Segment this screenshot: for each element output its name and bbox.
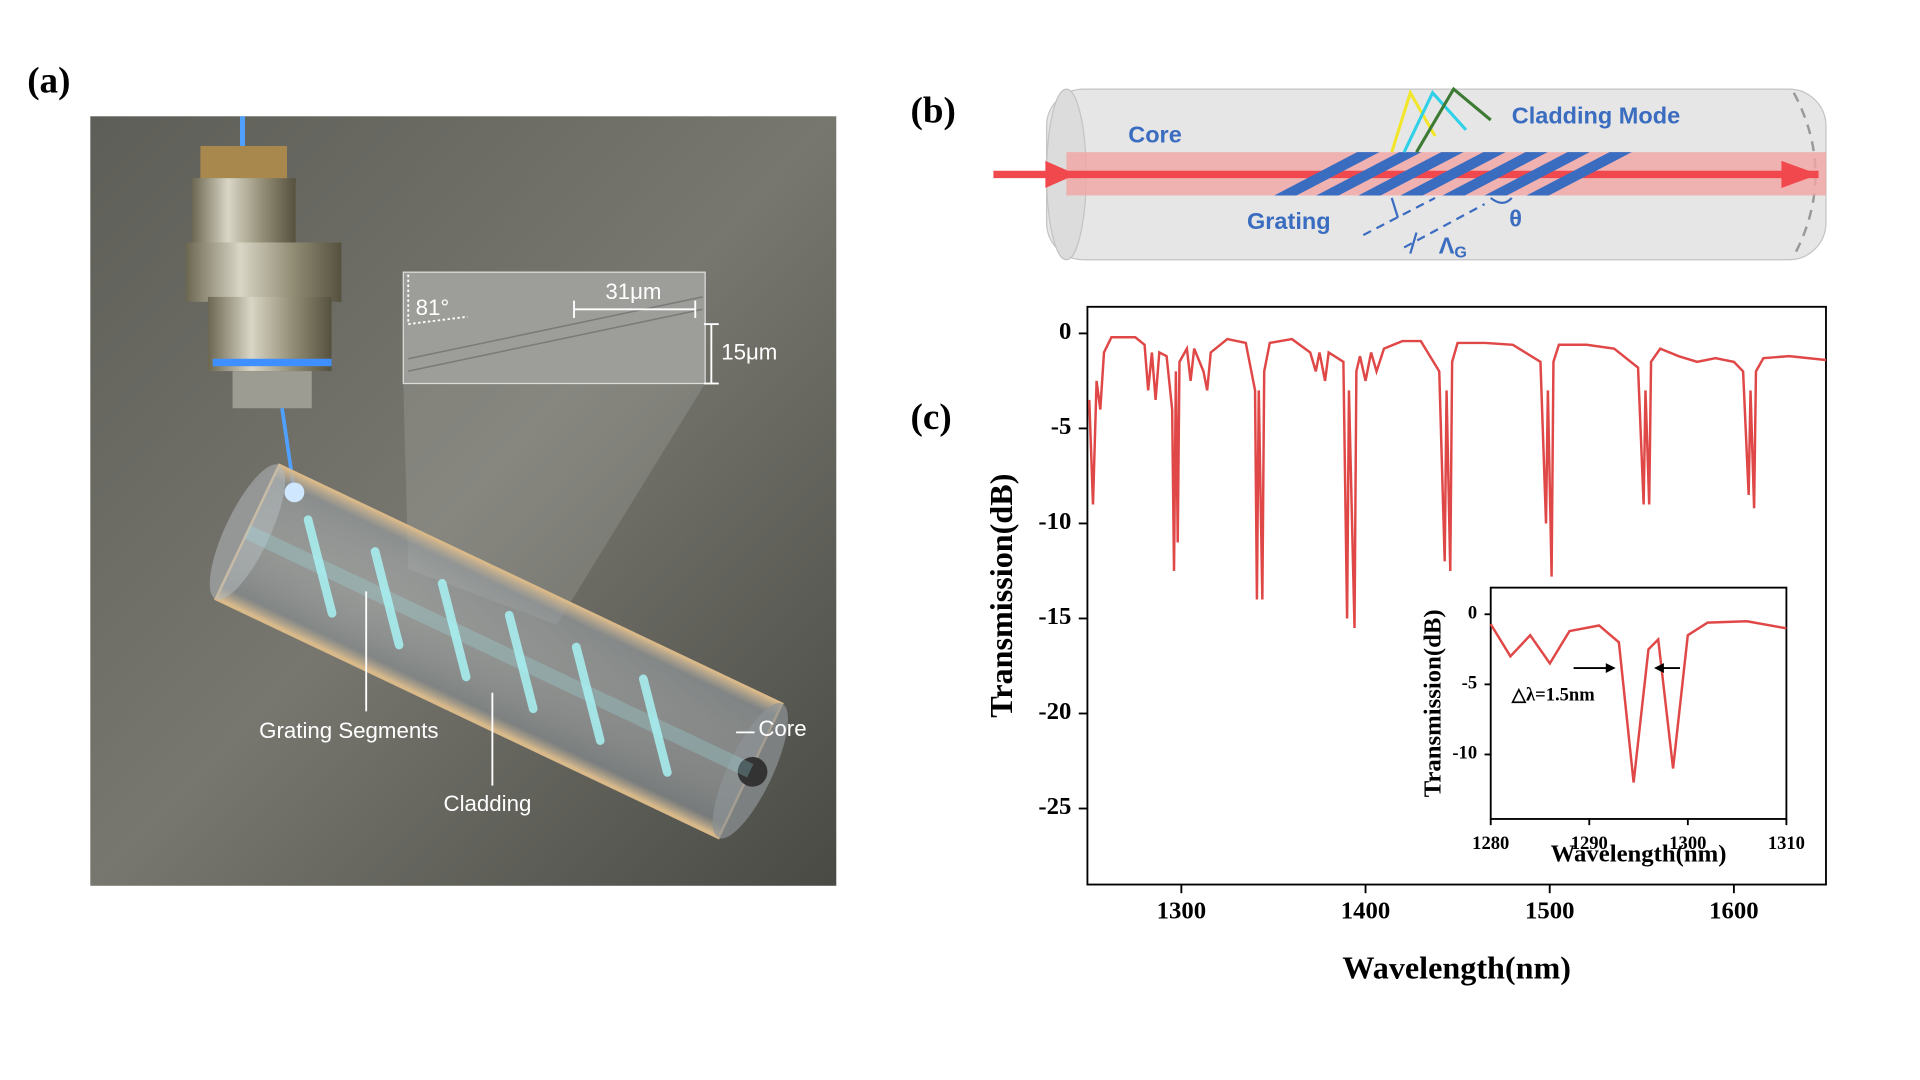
x-axis-label: Wavelength(nm) (1551, 841, 1727, 868)
y-tick-label: -10 (1452, 743, 1477, 764)
spectrum-line (1489, 620, 1787, 783)
y-tick-label: -20 (1038, 698, 1071, 725)
y-tick-label: -10 (1038, 508, 1071, 535)
y-axis-label: Transmission(dB) (1420, 609, 1447, 797)
annotation: 81° (416, 295, 450, 320)
panel-label: (c) (911, 397, 952, 438)
annotation: Core (758, 716, 806, 741)
x-axis-label: Wavelength(nm) (1342, 950, 1571, 986)
annotation: Grating Segments (259, 718, 438, 743)
x-tick-label: 1600 (1709, 898, 1758, 925)
x-tick-label: 1400 (1341, 898, 1390, 925)
x-tick-label: 1300 (1157, 898, 1206, 925)
y-axis-label: Transmission(dB) (983, 474, 1019, 718)
y-tick-label: -25 (1038, 793, 1071, 820)
panel-label: (a) (27, 61, 70, 102)
annotation: △λ=1.5nm (1511, 685, 1595, 706)
label: θ (1509, 205, 1522, 231)
label: ΛG (1439, 233, 1467, 262)
plot-area (1489, 586, 1788, 820)
panel-a-render (90, 116, 837, 886)
x-tick-label: 1280 (1472, 833, 1509, 854)
symbol: Λ (1439, 233, 1455, 259)
y-tick-label: -5 (1462, 673, 1477, 694)
annotation: 31μm (605, 279, 661, 304)
x-tick-label: 1310 (1768, 833, 1805, 854)
spectrum-line (1088, 336, 1827, 628)
annotation: Cladding (444, 791, 532, 816)
marker-arrow (1654, 663, 1664, 673)
y-tick-label: 0 (1468, 603, 1477, 624)
panel-label: (b) (911, 90, 956, 131)
label: Cladding Mode (1512, 103, 1680, 129)
x-tick-label: 1500 (1525, 898, 1574, 925)
subscript: G (1454, 244, 1467, 262)
x-tick-label: 1290 (1571, 833, 1608, 854)
marker-arrow (1605, 663, 1616, 673)
annotation: 15μm (721, 340, 777, 365)
label: Core (1128, 121, 1182, 147)
y-tick-label: 0 (1059, 318, 1071, 345)
y-tick-label: -5 (1051, 413, 1072, 440)
panel-b-schematic (993, 86, 1827, 261)
y-tick-label: -15 (1038, 603, 1071, 630)
x-tick-label: 1300 (1669, 833, 1706, 854)
label: Grating (1247, 208, 1331, 234)
